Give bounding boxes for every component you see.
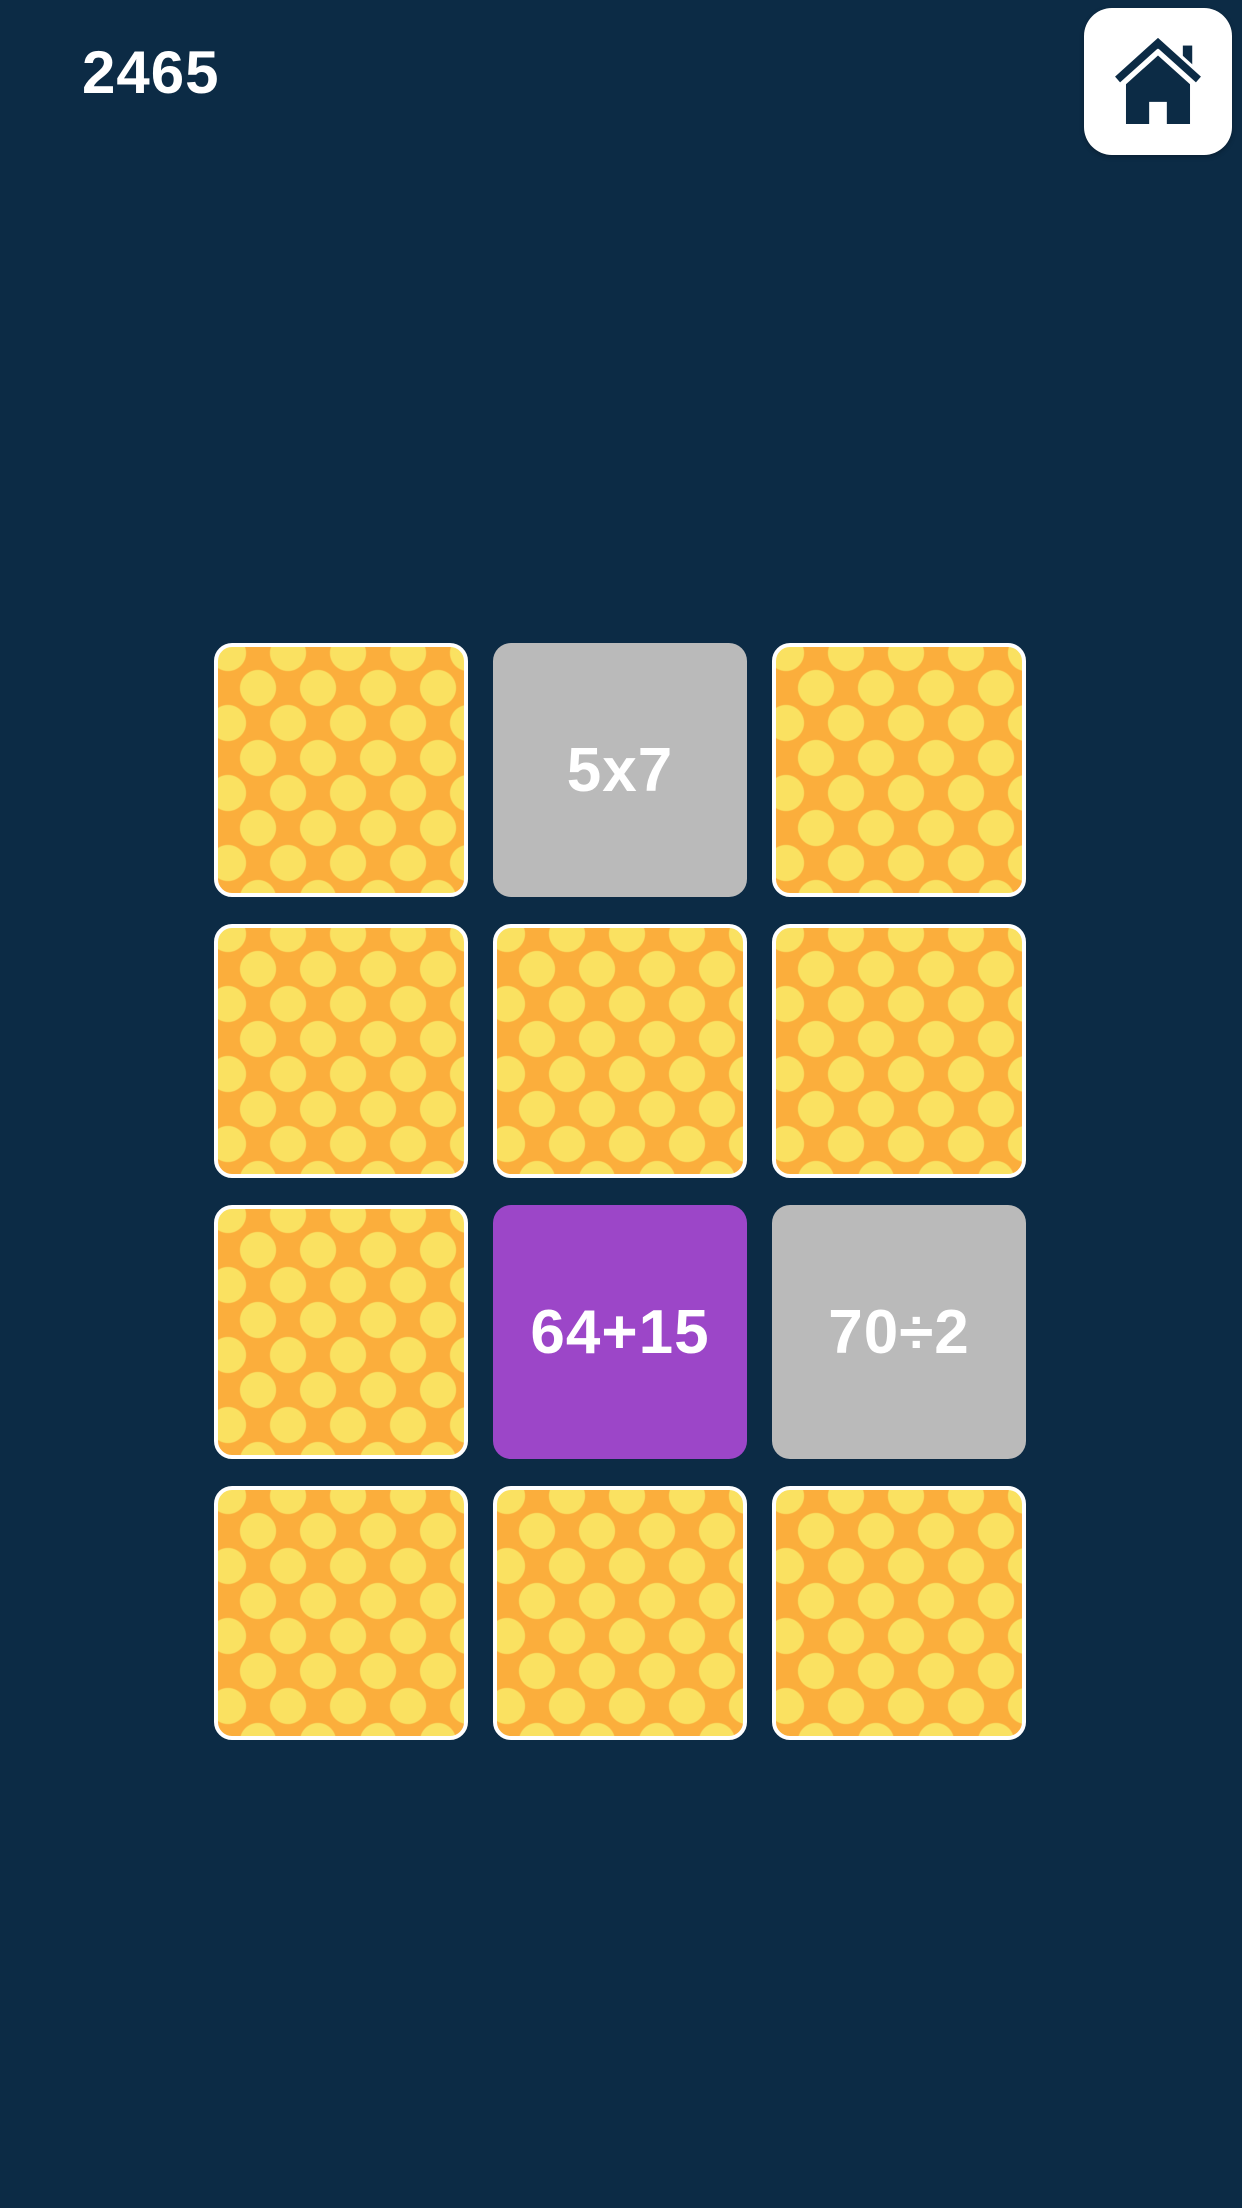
- card-face-down[interactable]: [214, 643, 468, 897]
- card-face-up[interactable]: 70÷2: [772, 1205, 1026, 1459]
- card-expression: 70÷2: [828, 1297, 970, 1367]
- card-expression: 64+15: [530, 1297, 710, 1367]
- card-face-down[interactable]: [214, 1486, 468, 1740]
- card-face-up[interactable]: 64+15: [493, 1205, 747, 1459]
- card-face-down[interactable]: [772, 924, 1026, 1178]
- card-face-down[interactable]: [772, 1486, 1026, 1740]
- card-face-up[interactable]: 5x7: [493, 643, 747, 897]
- card-face-down[interactable]: [772, 643, 1026, 897]
- card-grid: 5x7 64+15 70÷2: [214, 643, 1026, 1740]
- score: 2465: [82, 39, 220, 106]
- home-button[interactable]: [1084, 8, 1232, 155]
- card-face-down[interactable]: [214, 1205, 468, 1459]
- card-face-down[interactable]: [214, 924, 468, 1178]
- card-face-down[interactable]: [493, 1486, 747, 1740]
- home-icon: [1111, 33, 1205, 124]
- card-expression: 5x7: [566, 735, 674, 805]
- card-face-down[interactable]: [493, 924, 747, 1178]
